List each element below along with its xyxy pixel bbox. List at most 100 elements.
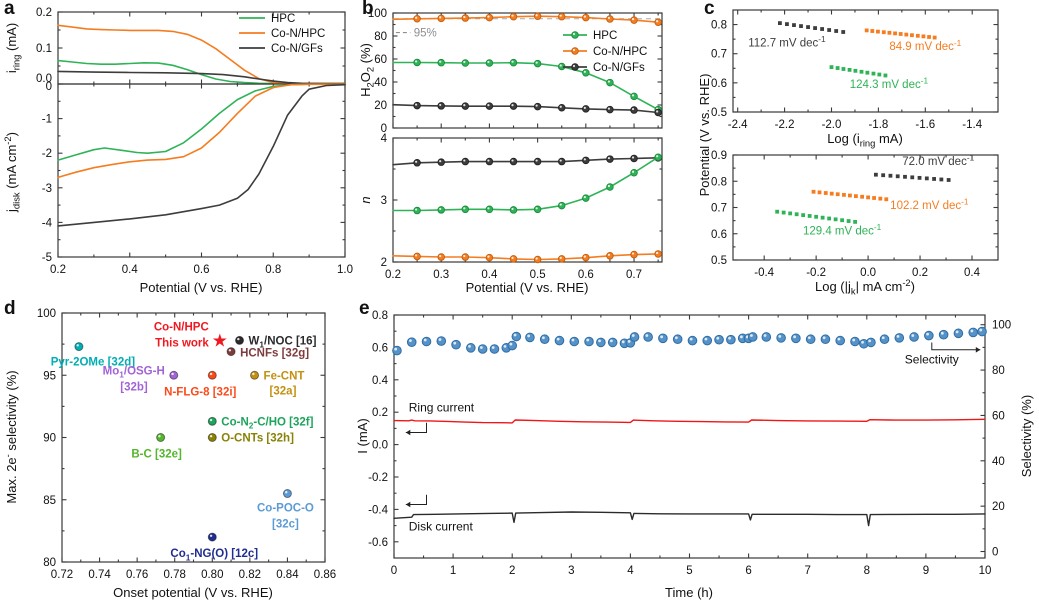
svg-text:80: 80: [992, 365, 1005, 377]
panel-b-chart: 0 20 40 60 80 100 95% HPC Co-N/HPC Co-N/GFs 0.2 0.3…: [358, 8, 663, 295]
svg-text:6: 6: [745, 565, 751, 577]
panel-e-chart: 0 1 2 3 4 5 6 7 8 9 10 0.8 0.6 0.4 0.2 0.0 -0.2 -0.4 -0.6 0…: [355, 310, 1034, 600]
panel-a-letter: a: [4, 0, 15, 19]
svg-text:[32b]: [32b]: [120, 381, 148, 393]
svg-text:40: 40: [374, 77, 387, 89]
svg-text:40: 40: [992, 456, 1005, 468]
svg-text:5: 5: [686, 565, 692, 577]
svg-text:124.3 mV dec-1: 124.3 mV dec-1: [850, 76, 929, 91]
svg-text:Mo1/OSG-H: Mo1/OSG-H: [103, 365, 165, 379]
svg-text:0.4: 0.4: [122, 264, 139, 276]
svg-text:N-FLG-8 [32i]: N-FLG-8 [32i]: [164, 386, 236, 398]
panel-d: 0.72 0.74 0.76 0.78 0.80 0.82 0.84 0.86 80 85 90 95…: [0, 298, 360, 610]
svg-text:Co1-NG(O) [12c]: Co1-NG(O) [12c]: [170, 548, 258, 562]
svg-text:Potential (V vs. RHE): Potential (V vs. RHE): [700, 74, 712, 197]
svg-text:-2.4: -2.4: [728, 119, 748, 131]
svg-text:-3: -3: [42, 183, 52, 195]
svg-text:-5: -5: [42, 252, 52, 264]
svg-text:I (mA): I (mA): [355, 418, 370, 453]
svg-text:1: 1: [450, 565, 456, 577]
svg-text:102.2 mV dec-1: 102.2 mV dec-1: [890, 196, 969, 211]
svg-text:0.76: 0.76: [126, 569, 148, 581]
svg-text:0.6: 0.6: [711, 78, 727, 90]
svg-text:Potential (V vs. RHE): Potential (V vs. RHE): [140, 280, 263, 295]
svg-text:-2.2: -2.2: [775, 119, 795, 131]
svg-text:-0.2: -0.2: [806, 267, 826, 279]
svg-text:Log (iring mA): Log (iring mA): [827, 131, 903, 149]
svg-text:W1/NOC [16]: W1/NOC [16]: [249, 335, 317, 349]
svg-text:0.7: 0.7: [711, 49, 727, 61]
svg-text:0.4: 0.4: [372, 375, 389, 387]
svg-text:HPC: HPC: [271, 13, 295, 25]
panel-d-chart: 0.72 0.74 0.76 0.78 0.80 0.82 0.84 0.86 80 85 90 95…: [2, 308, 336, 600]
svg-text:Potential (V vs. RHE): Potential (V vs. RHE): [466, 280, 589, 295]
svg-text:100: 100: [37, 308, 56, 320]
svg-text:HPC: HPC: [593, 30, 617, 42]
svg-text:0.7: 0.7: [711, 203, 727, 215]
svg-text:0.80: 0.80: [201, 569, 223, 581]
svg-text:Co-N/HPC: Co-N/HPC: [154, 321, 209, 333]
panel-b-letter: b: [362, 0, 374, 19]
svg-text:Co-POC-O: Co-POC-O: [257, 503, 314, 515]
svg-text:-2.0: -2.0: [822, 119, 842, 131]
svg-text:[32c]: [32c]: [272, 519, 299, 531]
svg-text:Co-N/GFs: Co-N/GFs: [593, 62, 645, 74]
svg-text:0.86: 0.86: [314, 569, 336, 581]
panel-d-letter: d: [4, 298, 16, 319]
svg-text:[32a]: [32a]: [270, 385, 297, 397]
svg-text:This work: This work: [155, 337, 209, 349]
panel-e-letter: e: [359, 298, 370, 319]
svg-text:1.0: 1.0: [337, 264, 353, 276]
svg-text:10: 10: [979, 565, 992, 577]
panel-c: -2.4 -2.2 -2.0 -1.8 -1.6 -1.4 0.5 0.6 0.7 0.8 112.…: [700, 0, 1039, 300]
svg-text:80: 80: [43, 557, 56, 569]
svg-text:0.1: 0.1: [36, 43, 52, 55]
svg-text:0.6: 0.6: [711, 229, 727, 241]
svg-text:100: 100: [368, 8, 387, 20]
svg-text:0.8: 0.8: [372, 310, 388, 322]
svg-text:Selectivity: Selectivity: [905, 353, 959, 367]
svg-text:7: 7: [804, 565, 810, 577]
svg-text:0.4: 0.4: [481, 269, 498, 281]
panel-a: 0.0 0.1 0.2 HPC Co-N/HPC Co-N/GFs 0.2 0.4 0.6 0.8…: [0, 0, 358, 300]
svg-text:-1.6: -1.6: [915, 119, 935, 131]
svg-text:-2: -2: [42, 148, 52, 160]
svg-text:0.6: 0.6: [194, 264, 210, 276]
svg-text:0.5: 0.5: [711, 255, 727, 267]
svg-text:3: 3: [381, 195, 387, 207]
svg-text:★: ★: [212, 330, 228, 350]
svg-text:Disk current: Disk current: [409, 519, 474, 533]
svg-text:4: 4: [627, 565, 634, 577]
svg-text:0.0: 0.0: [860, 267, 876, 279]
svg-text:-0.6: -0.6: [368, 537, 388, 549]
svg-text:0.82: 0.82: [239, 569, 261, 581]
svg-text:-1.4: -1.4: [962, 119, 982, 131]
svg-text:20: 20: [374, 100, 387, 112]
svg-text:Log (|jk| mA cm-2): Log (|jk| mA cm-2): [815, 277, 915, 297]
svg-text:80: 80: [374, 31, 387, 43]
svg-text:0.5: 0.5: [530, 269, 546, 281]
svg-text:0.5: 0.5: [711, 107, 727, 119]
svg-text:95: 95: [43, 370, 56, 382]
svg-text:0.74: 0.74: [88, 569, 111, 581]
svg-text:Co-N/HPC: Co-N/HPC: [271, 28, 325, 40]
svg-text:Fe-CNT: Fe-CNT: [264, 370, 305, 382]
svg-text:8: 8: [864, 565, 870, 577]
svg-text:0: 0: [381, 123, 387, 135]
svg-text:129.4 mV dec-1: 129.4 mV dec-1: [803, 222, 882, 237]
svg-text:-0.4: -0.4: [368, 504, 388, 516]
svg-text:72.0 mV dec-1: 72.0 mV dec-1: [902, 153, 974, 168]
svg-text:0.4: 0.4: [964, 267, 981, 279]
svg-text:jdisk (mA cm-2): jdisk (mA cm-2): [2, 132, 22, 213]
svg-text:95%: 95%: [414, 28, 437, 40]
panel-b: 0 20 40 60 80 100 95% HPC Co-N/HPC Co-N/GFs 0.2 0.3…: [358, 0, 703, 300]
svg-text:0.6: 0.6: [578, 269, 594, 281]
svg-text:Ring current: Ring current: [409, 400, 475, 414]
svg-text:0.2: 0.2: [912, 267, 928, 279]
svg-text:Co-N/GFs: Co-N/GFs: [271, 43, 323, 55]
svg-text:20: 20: [992, 501, 1005, 513]
svg-text:Co-N2-C/HO [32f]: Co-N2-C/HO [32f]: [221, 416, 313, 430]
svg-text:Time (h): Time (h): [665, 585, 713, 600]
svg-text:0.7: 0.7: [626, 269, 642, 281]
panel-c-letter: c: [704, 0, 715, 19]
